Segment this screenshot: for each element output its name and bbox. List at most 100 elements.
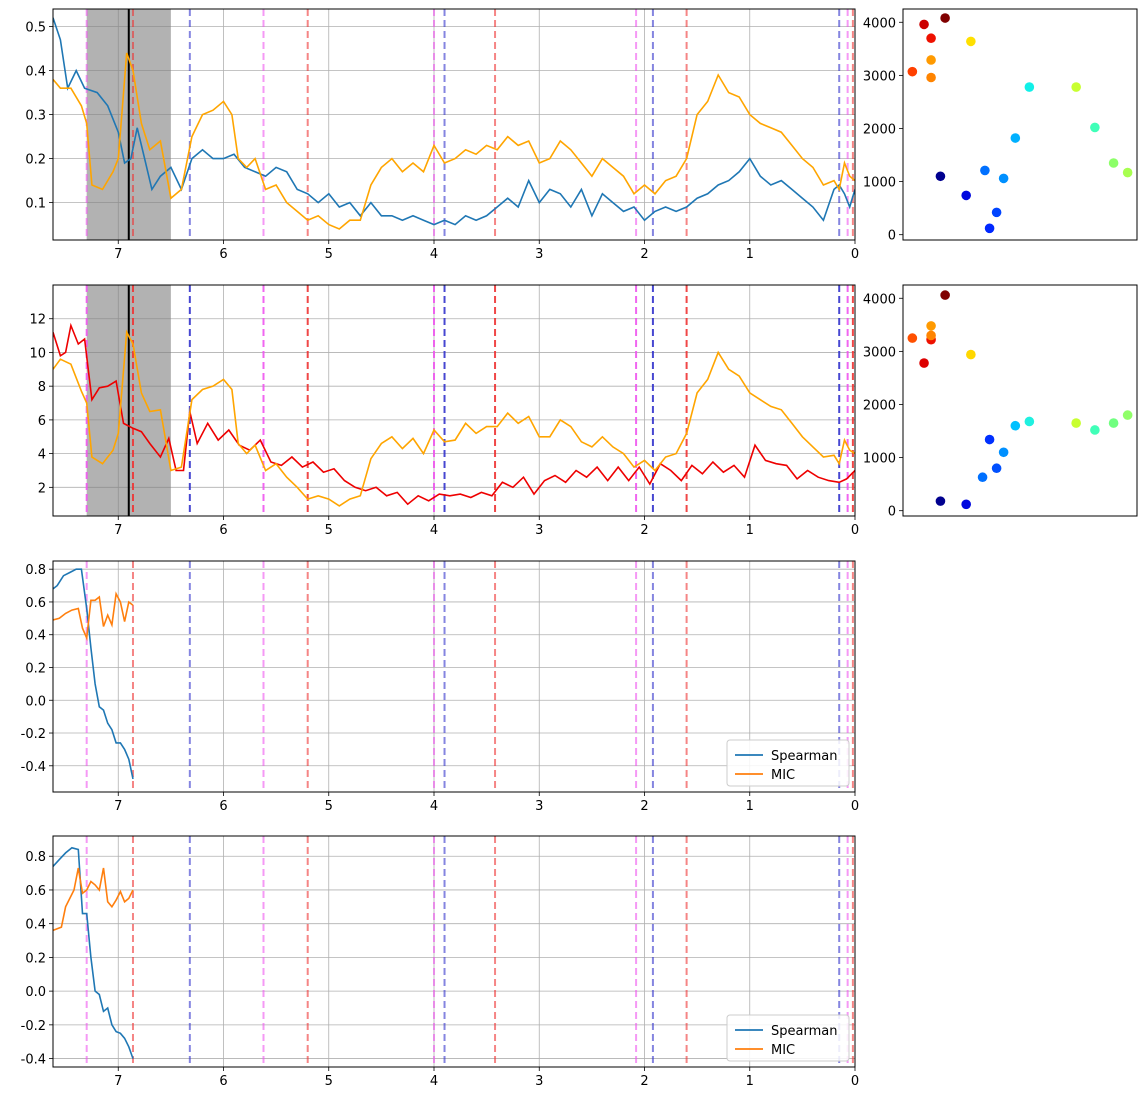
scatter-point [1122, 167, 1133, 178]
axes-frame [52, 284, 856, 517]
series-line-panel1-1 [53, 52, 855, 230]
series-line-panel2-0 [53, 322, 855, 506]
y-tick-label: 0.2 [25, 661, 46, 676]
x-tick-label: 2 [640, 247, 648, 262]
axes-frame [902, 8, 1138, 241]
scatter-point [961, 499, 971, 510]
y-tick-label: -0.4 [21, 760, 46, 775]
x-tick-label: 3 [535, 1074, 543, 1089]
x-tick-label: 4 [430, 523, 438, 538]
scatter-point [977, 472, 988, 483]
x-tick-label: 6 [219, 523, 227, 538]
y-tick-label: 2000 [863, 398, 896, 413]
x-tick-label: 2 [640, 523, 648, 538]
x-tick-label: 7 [114, 523, 122, 538]
x-tick-label: 4 [430, 1074, 438, 1089]
y-tick-label: 0 [888, 229, 896, 244]
scatter-point [935, 496, 946, 506]
panel4-axes: 7 6 5 4 3 2 1 0 Spearman MIC -0.4 -0.2 0.0 0.2 0.4 0.6 0… [21, 835, 859, 1089]
y-tick-label: 0.5 [25, 21, 46, 36]
legend-label: Spearman [771, 749, 837, 764]
x-tick-label: 7 [114, 799, 122, 814]
y-tick-label: 0.4 [25, 918, 46, 933]
scatter-point [1108, 158, 1119, 168]
y-tick-label: 0.2 [25, 153, 46, 168]
scatter-point [919, 358, 929, 368]
scatter-point [1024, 416, 1035, 427]
legend-label: MIC [771, 768, 795, 783]
y-tick-label: 1000 [863, 176, 896, 191]
y-tick-label: 8 [38, 380, 46, 395]
scatter2-axes: 0 1000 2000 3000 4000 [863, 284, 1138, 520]
scatter-point [940, 13, 950, 23]
x-tick-label: 0 [851, 799, 859, 814]
scatter-point [935, 171, 946, 182]
scatter-point [1122, 410, 1133, 420]
scatter-point [1071, 82, 1081, 92]
series-line-mic [53, 591, 134, 642]
scatter-point [966, 36, 976, 47]
y-tick-label: 0.6 [25, 884, 46, 899]
x-tick-label: 7 [114, 1074, 122, 1089]
scatter1-axes: 0 1000 2000 3000 4000 [863, 8, 1138, 244]
scatter-point [966, 349, 976, 360]
scatter-point [926, 72, 936, 83]
x-tick-label: 1 [746, 1074, 754, 1089]
x-tick-label: 4 [430, 247, 438, 262]
scatter-point [1071, 418, 1081, 428]
x-tick-label: 0 [851, 1074, 859, 1089]
legend-label: MIC [771, 1043, 795, 1058]
series-line-mic [53, 867, 134, 932]
scatter-point [919, 19, 929, 30]
y-tick-label: 2000 [863, 122, 896, 137]
x-tick-label: 1 [746, 799, 754, 814]
y-tick-label: 0.8 [25, 563, 46, 578]
x-tick-label: 7 [114, 247, 122, 262]
series-line-panel2-1 [53, 329, 855, 507]
x-tick-label: 5 [325, 523, 333, 538]
x-tick-label: 2 [640, 799, 648, 814]
scatter-point [961, 190, 971, 201]
series-line-panel1-0 [53, 17, 855, 226]
y-tick-label: 12 [29, 313, 46, 328]
y-tick-label: -0.2 [21, 1019, 46, 1034]
x-tick-label: 5 [325, 1074, 333, 1089]
y-tick-label: 0.3 [25, 109, 46, 124]
y-tick-label: 1000 [863, 452, 896, 467]
axes-frame [902, 284, 1138, 517]
scatter-point [1108, 418, 1119, 428]
x-tick-label: 5 [325, 799, 333, 814]
axes-frame [52, 8, 856, 241]
x-tick-label: 6 [219, 799, 227, 814]
scatter-point [1010, 133, 1021, 143]
scatter-point [998, 447, 1009, 458]
axes-frame [52, 560, 856, 793]
panel1-axes: 7 6 5 4 3 2 1 0 0.1 0.2 0.3 0.4 0.5 [25, 8, 859, 262]
y-tick-label: 4000 [863, 16, 896, 31]
series-line-spearman [53, 568, 134, 780]
scatter-point [1090, 425, 1100, 435]
y-tick-label: 2 [38, 481, 46, 496]
scatter-point [980, 165, 990, 176]
y-tick-label: -0.4 [21, 1053, 46, 1068]
y-tick-label: 3000 [863, 345, 896, 360]
scatter-point [940, 290, 950, 300]
y-tick-label: 0.0 [25, 985, 46, 1000]
y-tick-label: 0.8 [25, 850, 46, 865]
x-tick-label: 3 [535, 799, 543, 814]
series-line-spearman [53, 846, 134, 1059]
scatter-point [1010, 420, 1021, 431]
y-tick-label: 0.4 [25, 65, 46, 80]
panel3-axes: 7 6 5 4 3 2 1 0 Spearman MIC -0.4 -0.2 0.0 0.2 0.4 0.6 0… [21, 560, 859, 814]
x-tick-label: 3 [535, 523, 543, 538]
y-tick-label: 6 [38, 414, 46, 429]
y-tick-label: 0.2 [25, 951, 46, 966]
x-tick-label: 6 [219, 247, 227, 262]
x-tick-label: 0 [851, 523, 859, 538]
y-tick-label: 0.4 [25, 629, 46, 644]
scatter-point [984, 434, 995, 445]
y-tick-label: 0.0 [25, 694, 46, 709]
x-tick-label: 0 [851, 247, 859, 262]
